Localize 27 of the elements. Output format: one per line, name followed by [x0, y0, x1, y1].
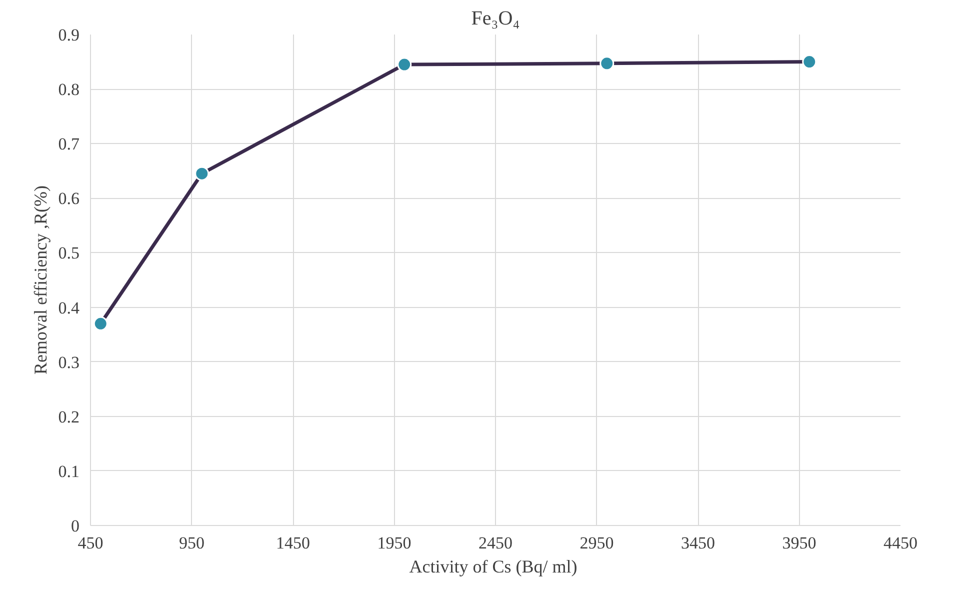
point: [802, 54, 817, 70]
chart-title: Fe₃O₄: [471, 8, 520, 30]
y-tick-label: 0.9: [58, 26, 80, 44]
x-tick-label: 1950: [377, 534, 412, 552]
y-tick-label: 0.1: [58, 462, 80, 481]
y-tick-label: 0.8: [58, 80, 80, 100]
y-tick-label: 0.3: [58, 352, 80, 372]
y-tick-label: 0.2: [58, 407, 80, 426]
y-axis-title: Removal efficiency ,R(%): [30, 185, 50, 375]
x-tick-label: 950: [179, 534, 204, 552]
y-tick-label: 0.4: [58, 298, 80, 318]
y-tick-label: 0.7: [58, 134, 80, 154]
point: [600, 56, 614, 71]
point: [93, 316, 108, 331]
y-tick-label: 0.5: [58, 244, 80, 263]
x-tick-label: 2450: [478, 534, 512, 552]
y-tick-label: 0.6: [58, 189, 80, 208]
x-tick-label: 2950: [580, 534, 614, 552]
x-tick-label: 3950: [782, 534, 816, 552]
point: [397, 57, 412, 72]
x-tick-label: 1450: [276, 534, 310, 552]
x-axis-title: Activity of Cs (Bq/ ml): [409, 556, 578, 576]
y-tick-label: 0: [71, 516, 80, 536]
point: [194, 166, 210, 181]
x-tick-label: 450: [78, 534, 104, 552]
x-tick-label: 4450: [884, 534, 918, 552]
x-tick-label: 3450: [681, 534, 715, 552]
